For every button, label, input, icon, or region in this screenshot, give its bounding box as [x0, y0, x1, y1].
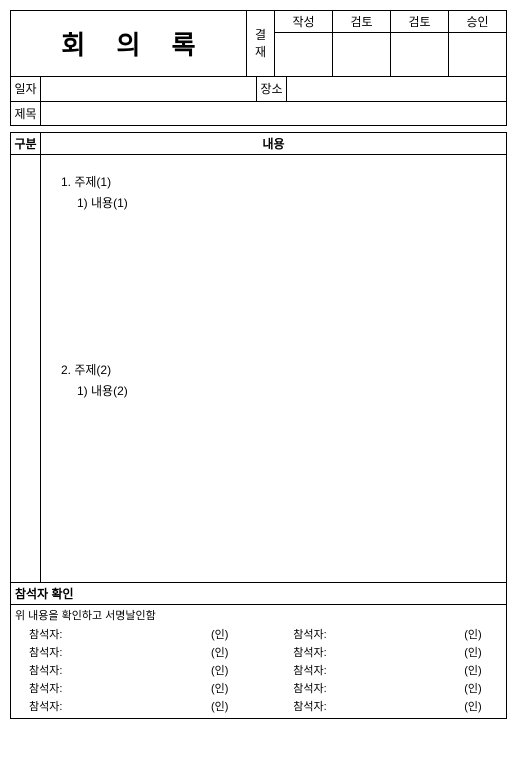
- approval-sign-0: [275, 33, 333, 77]
- content-body: 1. 주제(1) 1) 내용(1) 2. 주제(2) 1) 내용(2): [41, 154, 507, 582]
- attendee-row: 참석자: (인) 참석자: (인): [11, 625, 507, 643]
- content-left: [11, 154, 41, 582]
- attendee-seal-r: (인): [464, 625, 506, 643]
- header-table: 회 의 록 결재 작성 검토 검토 승인: [10, 10, 507, 77]
- approval-col-1: 검토: [333, 11, 391, 33]
- subject-value: [41, 101, 507, 125]
- confirm-table: 참석자 확인 위 내용을 확인하고 서명날인함 참석자: (인) 참석자: (인…: [10, 583, 507, 720]
- confirm-title: 참석자 확인: [11, 583, 507, 605]
- topic-1: 1. 주제(1): [61, 173, 496, 190]
- document-title: 회 의 록: [11, 11, 247, 77]
- approval-label: 결재: [247, 11, 275, 77]
- confirm-note: 위 내용을 확인하고 서명날인함: [11, 604, 507, 625]
- content-table: 구분 내용 1. 주제(1) 1) 내용(1) 2. 주제(2) 1) 내용(2…: [10, 132, 507, 583]
- place-value: [287, 77, 507, 101]
- attendee-row: 참석자: (인) 참석자: (인): [11, 697, 507, 715]
- approval-sign-2: [391, 33, 449, 77]
- subject-label: 제목: [11, 101, 41, 125]
- attendee-row: 참석자: (인) 참석자: (인): [11, 679, 507, 697]
- attendee-label-r: 참석자:: [253, 625, 337, 643]
- approval-sign-3: [449, 33, 507, 77]
- topic-2-sub: 1) 내용(2): [77, 382, 496, 399]
- approval-col-0: 작성: [275, 11, 333, 33]
- approval-sign-1: [333, 33, 391, 77]
- approval-col-2: 검토: [391, 11, 449, 33]
- date-value: [41, 77, 257, 101]
- attendee-label: 참석자:: [11, 625, 74, 643]
- place-label: 장소: [257, 77, 287, 101]
- attendee-name-l: [74, 625, 211, 643]
- attendee-row: 참석자: (인) 참석자: (인): [11, 643, 507, 661]
- attendee-seal-l: (인): [211, 625, 253, 643]
- date-label: 일자: [11, 77, 41, 101]
- approval-col-3: 승인: [449, 11, 507, 33]
- section-gubun: 구분: [11, 132, 41, 154]
- topic-1-sub: 1) 내용(1): [77, 194, 496, 211]
- attendee-row: 참석자: (인) 참석자: (인): [11, 661, 507, 679]
- info-table: 일자 장소 제목: [10, 77, 507, 126]
- section-content: 내용: [41, 132, 507, 154]
- attendee-name-r: [338, 625, 465, 643]
- topic-2: 2. 주제(2): [61, 361, 496, 378]
